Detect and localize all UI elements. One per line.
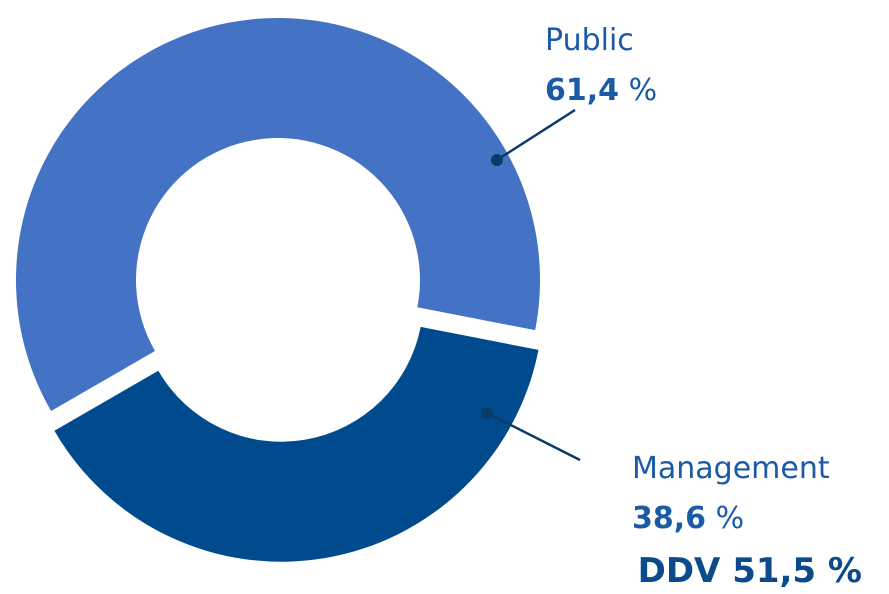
value-unit: % <box>629 73 658 108</box>
leader-line <box>486 411 581 462</box>
annotation: DDV 51,5 % <box>638 551 862 591</box>
leader-dot <box>491 154 503 166</box>
category-label: Public <box>545 23 634 58</box>
donut-slice <box>15 17 541 412</box>
value-unit: % <box>716 501 745 536</box>
slices <box>15 17 541 562</box>
donut-slice <box>54 326 539 562</box>
value-label: 61,4 % <box>545 73 657 108</box>
value-number: 61,4 <box>545 73 619 108</box>
leader-line <box>496 108 576 162</box>
value-label: 38,6 % <box>632 501 744 536</box>
category-label: Management <box>632 451 830 486</box>
value-number: 38,6 <box>632 501 706 536</box>
leader-dot <box>481 407 493 419</box>
